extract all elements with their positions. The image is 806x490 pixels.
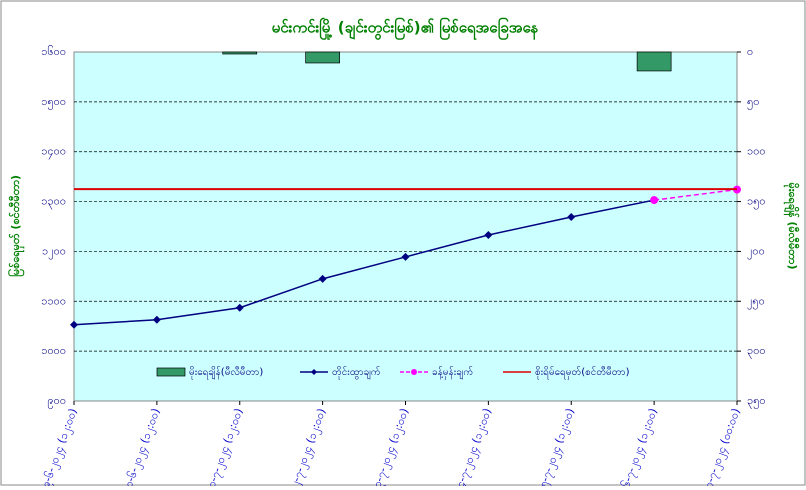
rain-bar: [222, 51, 258, 55]
measured-point: [70, 320, 78, 329]
legend-label: စိုးရိမ်ရေမှတ်(စင်တီမီတာ): [535, 365, 630, 380]
y-axis-label: မြစ်ရေမှတ် (စင်တီမီတာ): [7, 175, 25, 277]
plot-area: [73, 51, 738, 402]
measured-point: [401, 252, 410, 261]
y2-tick-label: ၃၅၀: [747, 394, 766, 409]
measured-point: [567, 213, 576, 222]
y2-tick-label: ၁၅၀: [747, 195, 766, 210]
y2-tick-label: ၁၀၀: [747, 145, 766, 158]
y-tick-label: ၁၄၀၀: [41, 145, 66, 160]
legend-label: ခန့်မှန်းချက်: [432, 365, 473, 380]
legend-marker: [311, 369, 317, 375]
measured-point: [484, 230, 493, 239]
y-tick-label: ၉၀၀: [47, 394, 66, 409]
y-tick-label: ၁၅၀၀: [41, 95, 66, 110]
forecast-point: [650, 196, 659, 205]
measured-point: [235, 303, 244, 312]
y2-tick-label: ၃၀၀: [747, 344, 766, 359]
legend-label: မိုးရေချိန်(မီလီမီတာ): [189, 365, 263, 380]
legend-swatch: [156, 367, 186, 377]
measured-point: [318, 274, 327, 283]
y-tick-label: ၁၃၀၀: [41, 195, 66, 210]
y2-tick-label: ၅၀: [747, 95, 759, 110]
legend-marker: [411, 369, 417, 375]
forecast-line: [654, 188, 738, 201]
y2-tick-label: ၂၅၀: [747, 294, 765, 309]
legend-label: တိုင်းထွာချက်: [332, 365, 381, 380]
rain-bar: [636, 51, 672, 72]
y-tick-label: ၁၁၀၀: [41, 294, 66, 307]
y2-tick-label: ၀: [747, 45, 753, 58]
y2-tick-label: ၂၀၀: [747, 244, 765, 259]
rain-bar: [305, 51, 340, 64]
measured-line: [73, 199, 655, 326]
y-tick-label: ၁၆၀၀: [41, 45, 66, 58]
measured-point: [152, 315, 161, 324]
y-tick-label: ၁၂၀၀: [42, 244, 66, 259]
y2-axis-label: မိုးရေချိန် (မီလီမီတာ): [783, 183, 800, 270]
y-tick-label: ၁၀၀၀: [41, 344, 66, 357]
